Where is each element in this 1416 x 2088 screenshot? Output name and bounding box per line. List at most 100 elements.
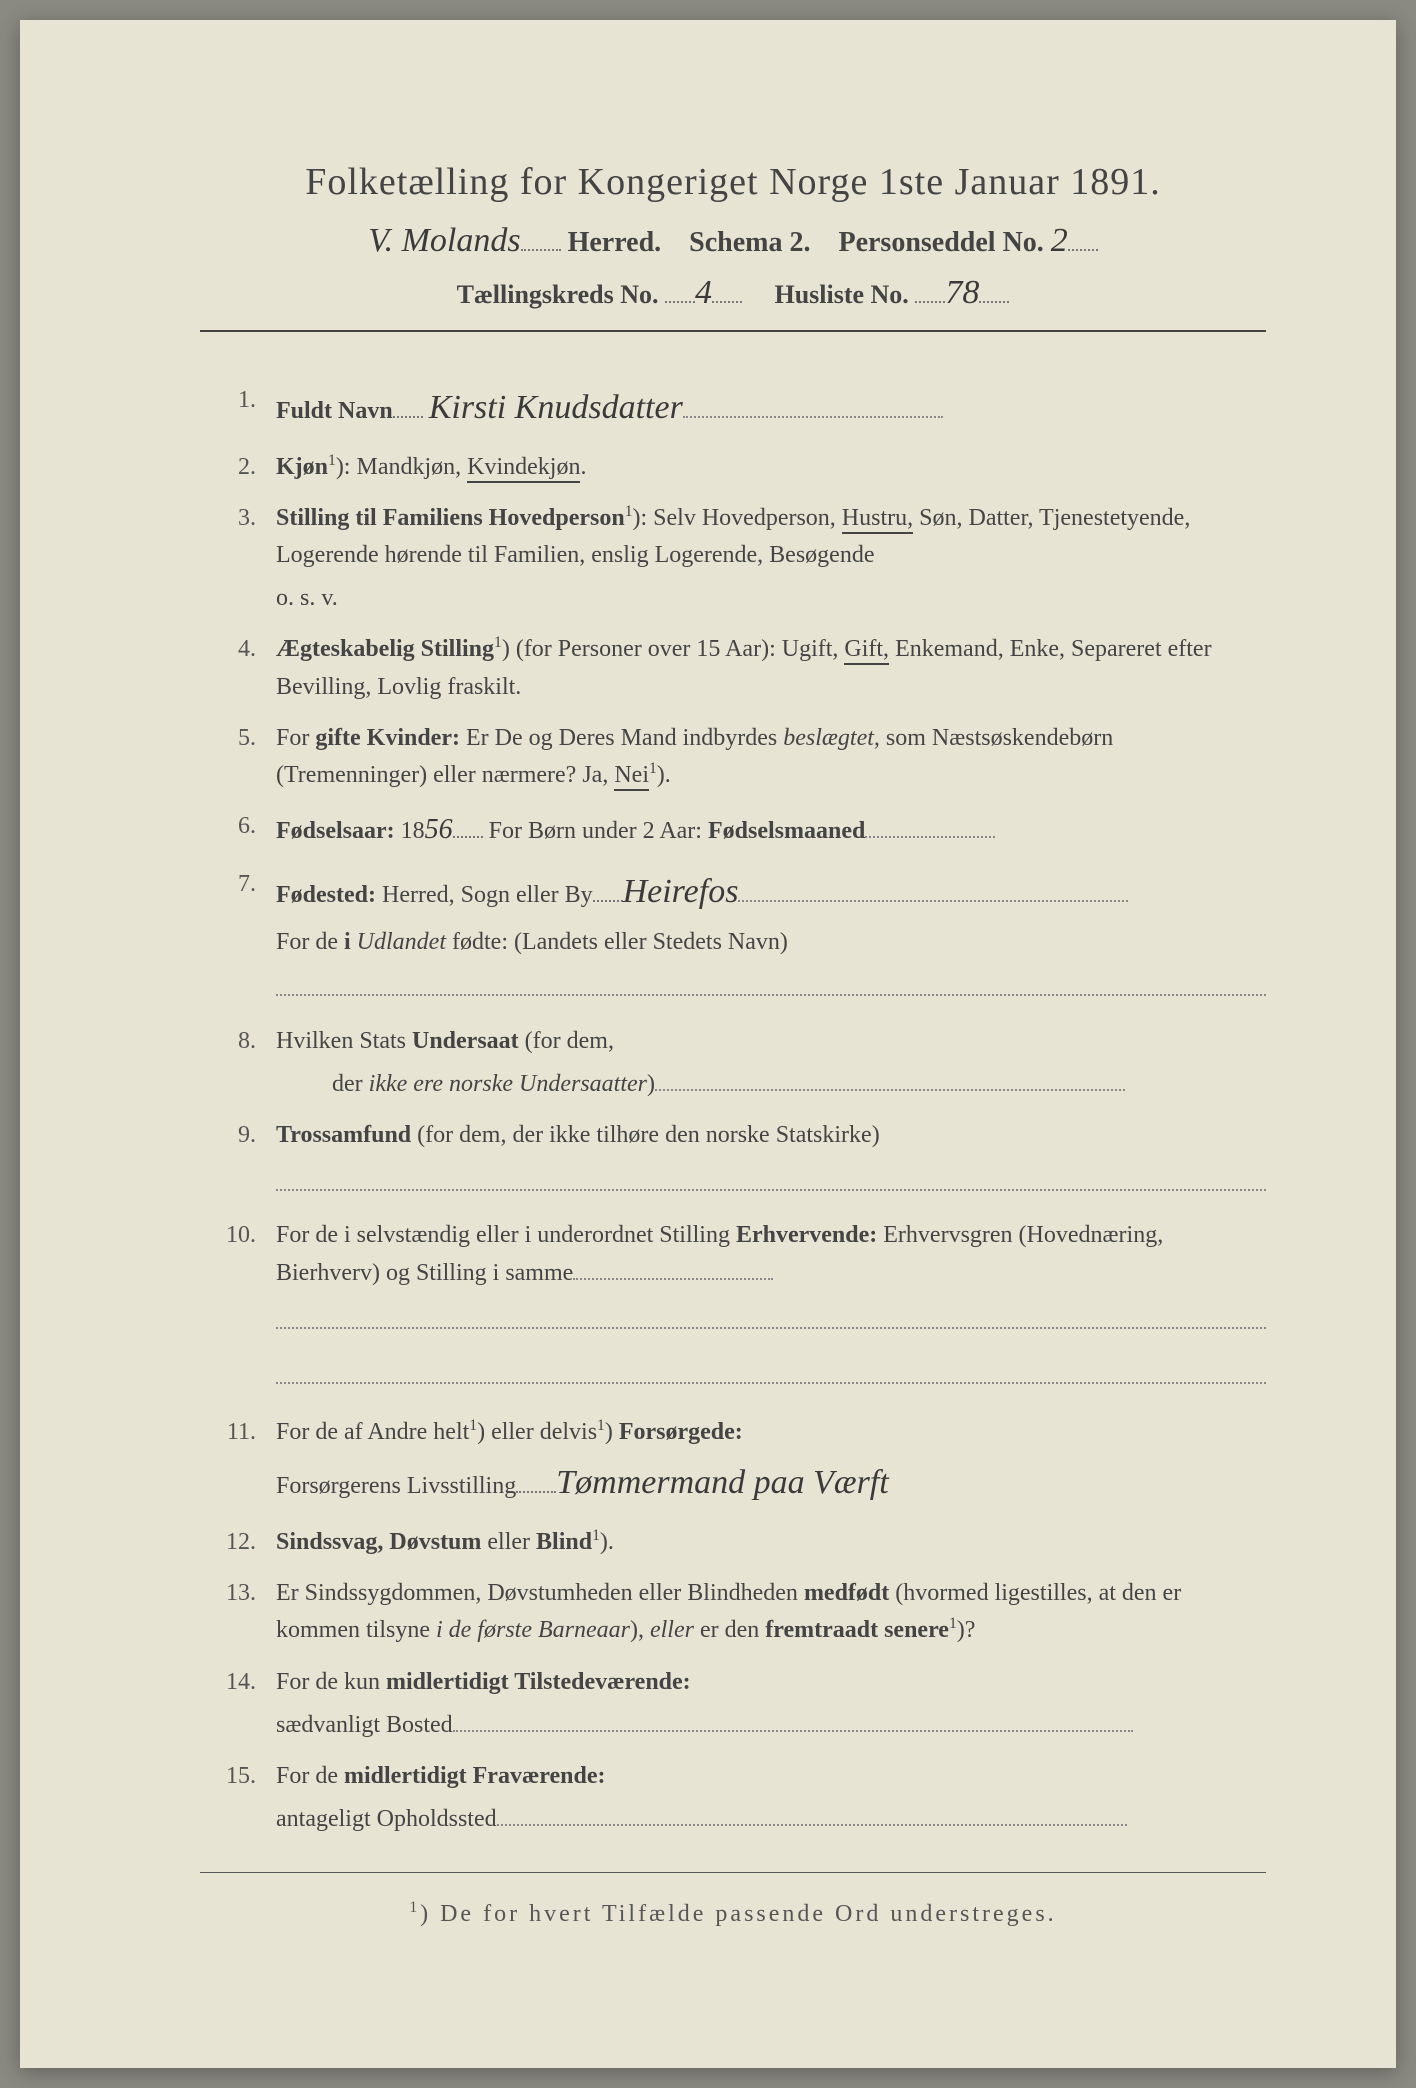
item-body: Stilling til Familiens Hovedperson1): Se… [276,500,1266,618]
item-body: For de kun midlertidigt Tilstedeværende:… [276,1664,1266,1744]
item-1: 1. Fuldt Navn Kirsti Knudsdatter [220,382,1266,435]
text: ) (for Personer over 15 Aar): Ugift, [502,636,845,662]
text: ) eller delvis [477,1419,597,1445]
text: For [276,725,315,751]
blank-line [276,1166,1266,1203]
blank-line [276,1304,1266,1341]
dotted-fill [712,301,742,303]
dotted-line [276,1189,1266,1191]
dotted-fill [453,836,483,838]
item-15: 15. For de midlertidigt Fraværende: anta… [220,1758,1266,1838]
item-label: Forsørgede: [619,1419,743,1445]
text: For de kun [276,1669,386,1695]
text: ) [647,1071,655,1097]
footnote-ref: 1 [328,452,336,469]
item-number: 10. [220,1217,276,1396]
footnote-text: ) De for hvert Tilfælde passende Ord und… [420,1901,1057,1927]
selected-value: Hustru, [842,505,913,534]
text: For de af Andre helt [276,1419,469,1445]
item-label: Kjøn [276,454,328,480]
item-number: 4. [220,631,276,705]
dotted-fill [665,301,695,303]
footnote-ref: 1 [592,1527,600,1544]
item-body: Trossamfund (for dem, der ikke tilhøre d… [276,1117,1266,1203]
text: . [580,454,586,480]
item-body: Hvilken Stats Undersaat (for dem, der ik… [276,1023,1266,1103]
dotted-fill [516,1491,556,1493]
item-12: 12. Sindssvag, Døvstum eller Blind1). [220,1524,1266,1561]
bold-text: i [344,929,351,955]
text: fødte: (Landets eller Stedets Navn) [446,929,788,955]
item-number: 2. [220,449,276,486]
text: eller [481,1529,536,1555]
item-number: 15. [220,1758,276,1838]
item-body: Kjøn1): Mandkjøn, Kvindekjøn. [276,449,1266,486]
item-body: For de i selvstændig eller i underordnet… [276,1217,1266,1396]
item-body: Ægteskabelig Stilling1) (for Personer ov… [276,631,1266,705]
schema-label: Schema 2. [689,227,810,258]
item-body: Sindssvag, Døvstum eller Blind1). [276,1524,1266,1561]
tallingskreds-label: Tællingskreds No. [457,280,659,309]
item-10: 10. For de i selvstændig eller i underor… [220,1217,1266,1396]
footnote-ref: 1 [469,1417,477,1434]
item-number: 7. [220,866,276,1009]
text: Er Sindssygdommen, Døvstumheden eller Bl… [276,1580,804,1606]
item-number: 11. [220,1414,276,1510]
item-label: Ægteskabelig Stilling [276,636,494,662]
dotted-line [276,1382,1266,1384]
selected-value: Gift, [844,636,889,665]
item-number: 3. [220,500,276,618]
italic-text: eller [650,1617,694,1643]
item-5: 5. For gifte Kvinder: Er De og Deres Man… [220,720,1266,794]
footnote-ref: 1 [494,634,502,651]
item-label: Erhvervende: [736,1222,877,1248]
selected-value: Kvindekjøn [467,454,580,483]
item-label: Fødested: [276,882,376,908]
item-11: 11. For de af Andre helt1) eller delvis1… [220,1414,1266,1510]
text: er den [694,1617,765,1643]
item-body: For gifte Kvinder: Er De og Deres Mand i… [276,720,1266,794]
text: ): Selv Hovedperson, [633,505,842,531]
header-row-1: V. Molands Herred. Schema 2. Personsedde… [200,222,1266,260]
italic-text: beslægtet, [783,725,880,751]
item-body: Fødselsaar: 1856 For Børn under 2 Aar: F… [276,808,1266,851]
italic-text: i de første Barneaar [436,1617,630,1643]
footnote-ref: 1 [949,1615,957,1632]
line-2: Forsørgerens LivsstillingTømmermand paa … [276,1457,1266,1510]
herred-label: Herred. [568,227,662,258]
item-4: 4. Ægteskabelig Stilling1) (for Personer… [220,631,1266,705]
dotted-fill [393,416,423,418]
text: ). [600,1529,614,1555]
line-2: For de i Udlandet fødte: (Landets eller … [276,924,1266,961]
footnote: 1) De for hvert Tilfælde passende Ord un… [200,1899,1266,1928]
item-label: midlertidigt Fraværende: [344,1763,606,1789]
item-number: 13. [220,1575,276,1649]
herred-value: V. Molands [368,222,520,259]
personseddel-no: 2 [1051,222,1068,259]
text: ). [657,762,671,788]
census-form-page: Folketælling for Kongeriget Norge 1ste J… [20,20,1396,2068]
year-value: 56 [425,814,453,845]
line2-label: antageligt Opholdssted [276,1806,497,1832]
line-2: sædvanligt Bosted [276,1707,1266,1744]
line-2: antageligt Opholdssted [276,1801,1266,1838]
item-label-2: Blind [536,1529,592,1555]
blank-line [276,971,1266,1008]
dotted-line [573,1278,773,1280]
item-label-2: Fødselsmaaned [708,818,865,844]
item-label: midlertidigt Tilstedeværende: [386,1669,691,1695]
text: Er De og Deres Mand indbyrdes [460,725,783,751]
item-label: Undersaat [412,1028,519,1054]
item-6: 6. Fødselsaar: 1856 For Børn under 2 Aar… [220,808,1266,851]
dotted-fill [979,301,1009,303]
item-label: Stilling til Familiens Hovedperson [276,505,625,531]
line2-label: sædvanligt Bosted [276,1712,453,1738]
item-label: Sindssvag, Døvstum [276,1529,481,1555]
text: Herred, Sogn eller By [376,882,593,908]
footer-divider [200,1872,1266,1873]
personseddel-label: Personseddel No. [838,227,1043,258]
header-row-2: Tællingskreds No. 4 Husliste No. 78 [200,274,1266,312]
text: ) [605,1419,619,1445]
item-body: For de midlertidigt Fraværende: antageli… [276,1758,1266,1838]
footnote-ref: 1 [597,1417,605,1434]
